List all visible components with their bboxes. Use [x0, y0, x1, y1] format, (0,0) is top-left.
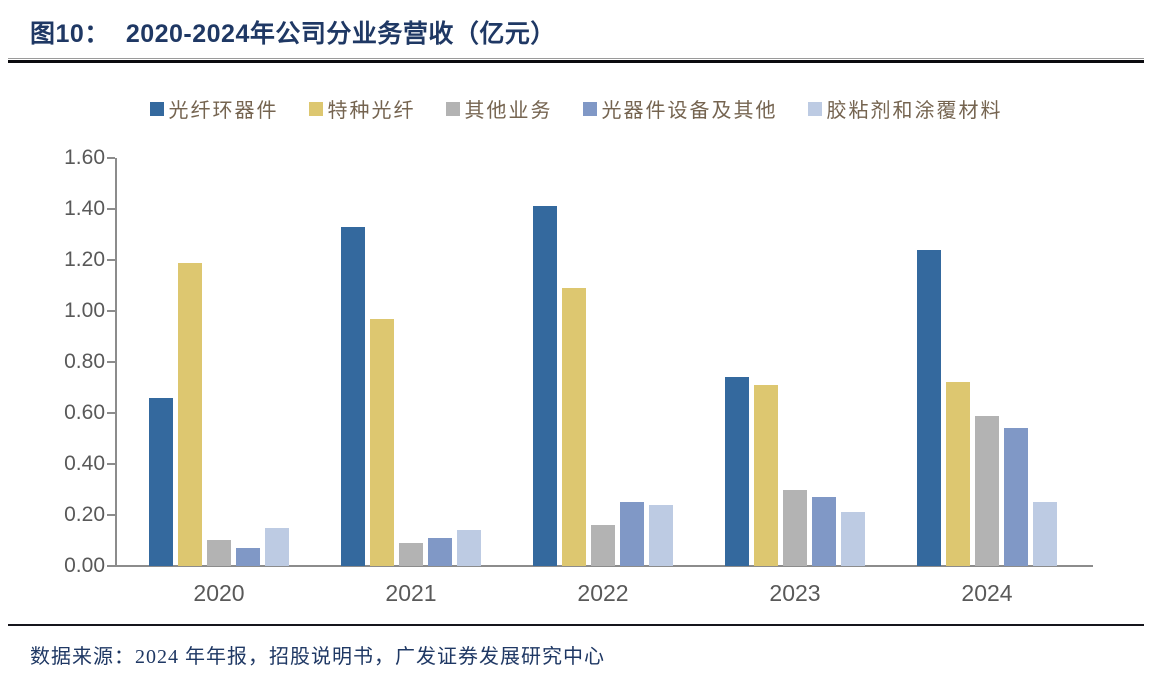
- bar: [370, 319, 394, 566]
- bar: [946, 382, 970, 566]
- x-axis-category-label: 2020: [193, 580, 245, 606]
- bar: [149, 398, 173, 566]
- legend-swatch-icon: [445, 101, 460, 116]
- bar: [620, 502, 644, 566]
- legend-label: 光纤环器件: [168, 100, 279, 122]
- x-axis-line: [115, 565, 1093, 567]
- bar: [236, 548, 260, 566]
- legend-label: 胶粘剂和涂覆材料: [826, 100, 1003, 122]
- y-axis-tick: [107, 412, 115, 414]
- legend-item: 胶粘剂和涂覆材料: [807, 94, 1003, 123]
- x-axis-category-label: 2021: [385, 580, 437, 606]
- y-axis-tick: [107, 565, 115, 567]
- y-axis-tick: [107, 208, 115, 210]
- bar: [533, 206, 557, 566]
- bar: [841, 512, 865, 566]
- bar: [591, 525, 615, 566]
- bar: [428, 538, 452, 566]
- legend-item: 光纤环器件: [149, 94, 279, 123]
- chart-title-text: 2020-2024年公司分业务营收（亿元）: [125, 20, 556, 48]
- legend-label: 特种光纤: [327, 100, 416, 122]
- legend-swatch-icon: [308, 101, 323, 116]
- y-axis-tick-label: 0.20: [64, 503, 105, 526]
- legend-label: 光器件设备及其他: [601, 100, 778, 122]
- legend-label: 其他业务: [464, 100, 553, 122]
- bar: [265, 528, 289, 566]
- figure-number: 图10：: [30, 20, 110, 48]
- bar: [1033, 502, 1057, 566]
- bar: [649, 505, 673, 566]
- legend-item: 特种光纤: [308, 94, 416, 123]
- y-axis-tick-label: 1.60: [64, 146, 105, 169]
- legend-item: 其他业务: [445, 94, 553, 123]
- legend-item: 光器件设备及其他: [582, 94, 778, 123]
- bar: [812, 497, 836, 566]
- legend-swatch-icon: [582, 101, 597, 116]
- chart-legend: 光纤环器件 特种光纤 其他业务 光器件设备及其他 胶粘剂和涂覆材料: [0, 94, 1152, 123]
- bar: [341, 227, 365, 566]
- y-axis-tick-label: 1.20: [64, 248, 105, 271]
- bar: [457, 530, 481, 566]
- footer-separator-line: [8, 624, 1144, 626]
- y-axis-line: [115, 158, 117, 567]
- y-axis-tick-label: 1.40: [64, 197, 105, 220]
- x-axis-category-label: 2023: [769, 580, 821, 606]
- y-axis-tick-label: 1.00: [64, 299, 105, 322]
- y-axis-tick: [107, 259, 115, 261]
- bar: [207, 540, 231, 566]
- y-axis-tick-label: 0.00: [64, 554, 105, 577]
- y-axis-tick: [107, 157, 115, 159]
- bar: [917, 250, 941, 566]
- x-axis-category-label: 2024: [961, 580, 1013, 606]
- bar: [975, 416, 999, 566]
- y-axis-tick: [107, 514, 115, 516]
- bar: [1004, 428, 1028, 566]
- data-source-note: 数据来源：2024 年年报，招股说明书，广发证券发展研究中心: [30, 646, 605, 668]
- legend-swatch-icon: [807, 101, 822, 116]
- y-axis-tick-label: 0.40: [64, 452, 105, 475]
- bar: [783, 490, 807, 566]
- legend-swatch-icon: [149, 101, 164, 116]
- bar: [754, 385, 778, 566]
- bar: [725, 377, 749, 566]
- y-axis-tick: [107, 361, 115, 363]
- chart-title: 图10： 2020-2024年公司分业务营收（亿元）: [30, 14, 556, 50]
- y-axis-tick-label: 0.80: [64, 350, 105, 373]
- x-axis-category-label: 2022: [577, 580, 629, 606]
- bar: [562, 288, 586, 566]
- bar: [178, 263, 202, 566]
- title-separator-thin-line: [8, 58, 1144, 59]
- y-axis-tick-label: 0.60: [64, 401, 105, 424]
- bar: [399, 543, 423, 566]
- y-axis-tick: [107, 463, 115, 465]
- title-separator-thick-line: [8, 60, 1144, 63]
- y-axis-tick: [107, 310, 115, 312]
